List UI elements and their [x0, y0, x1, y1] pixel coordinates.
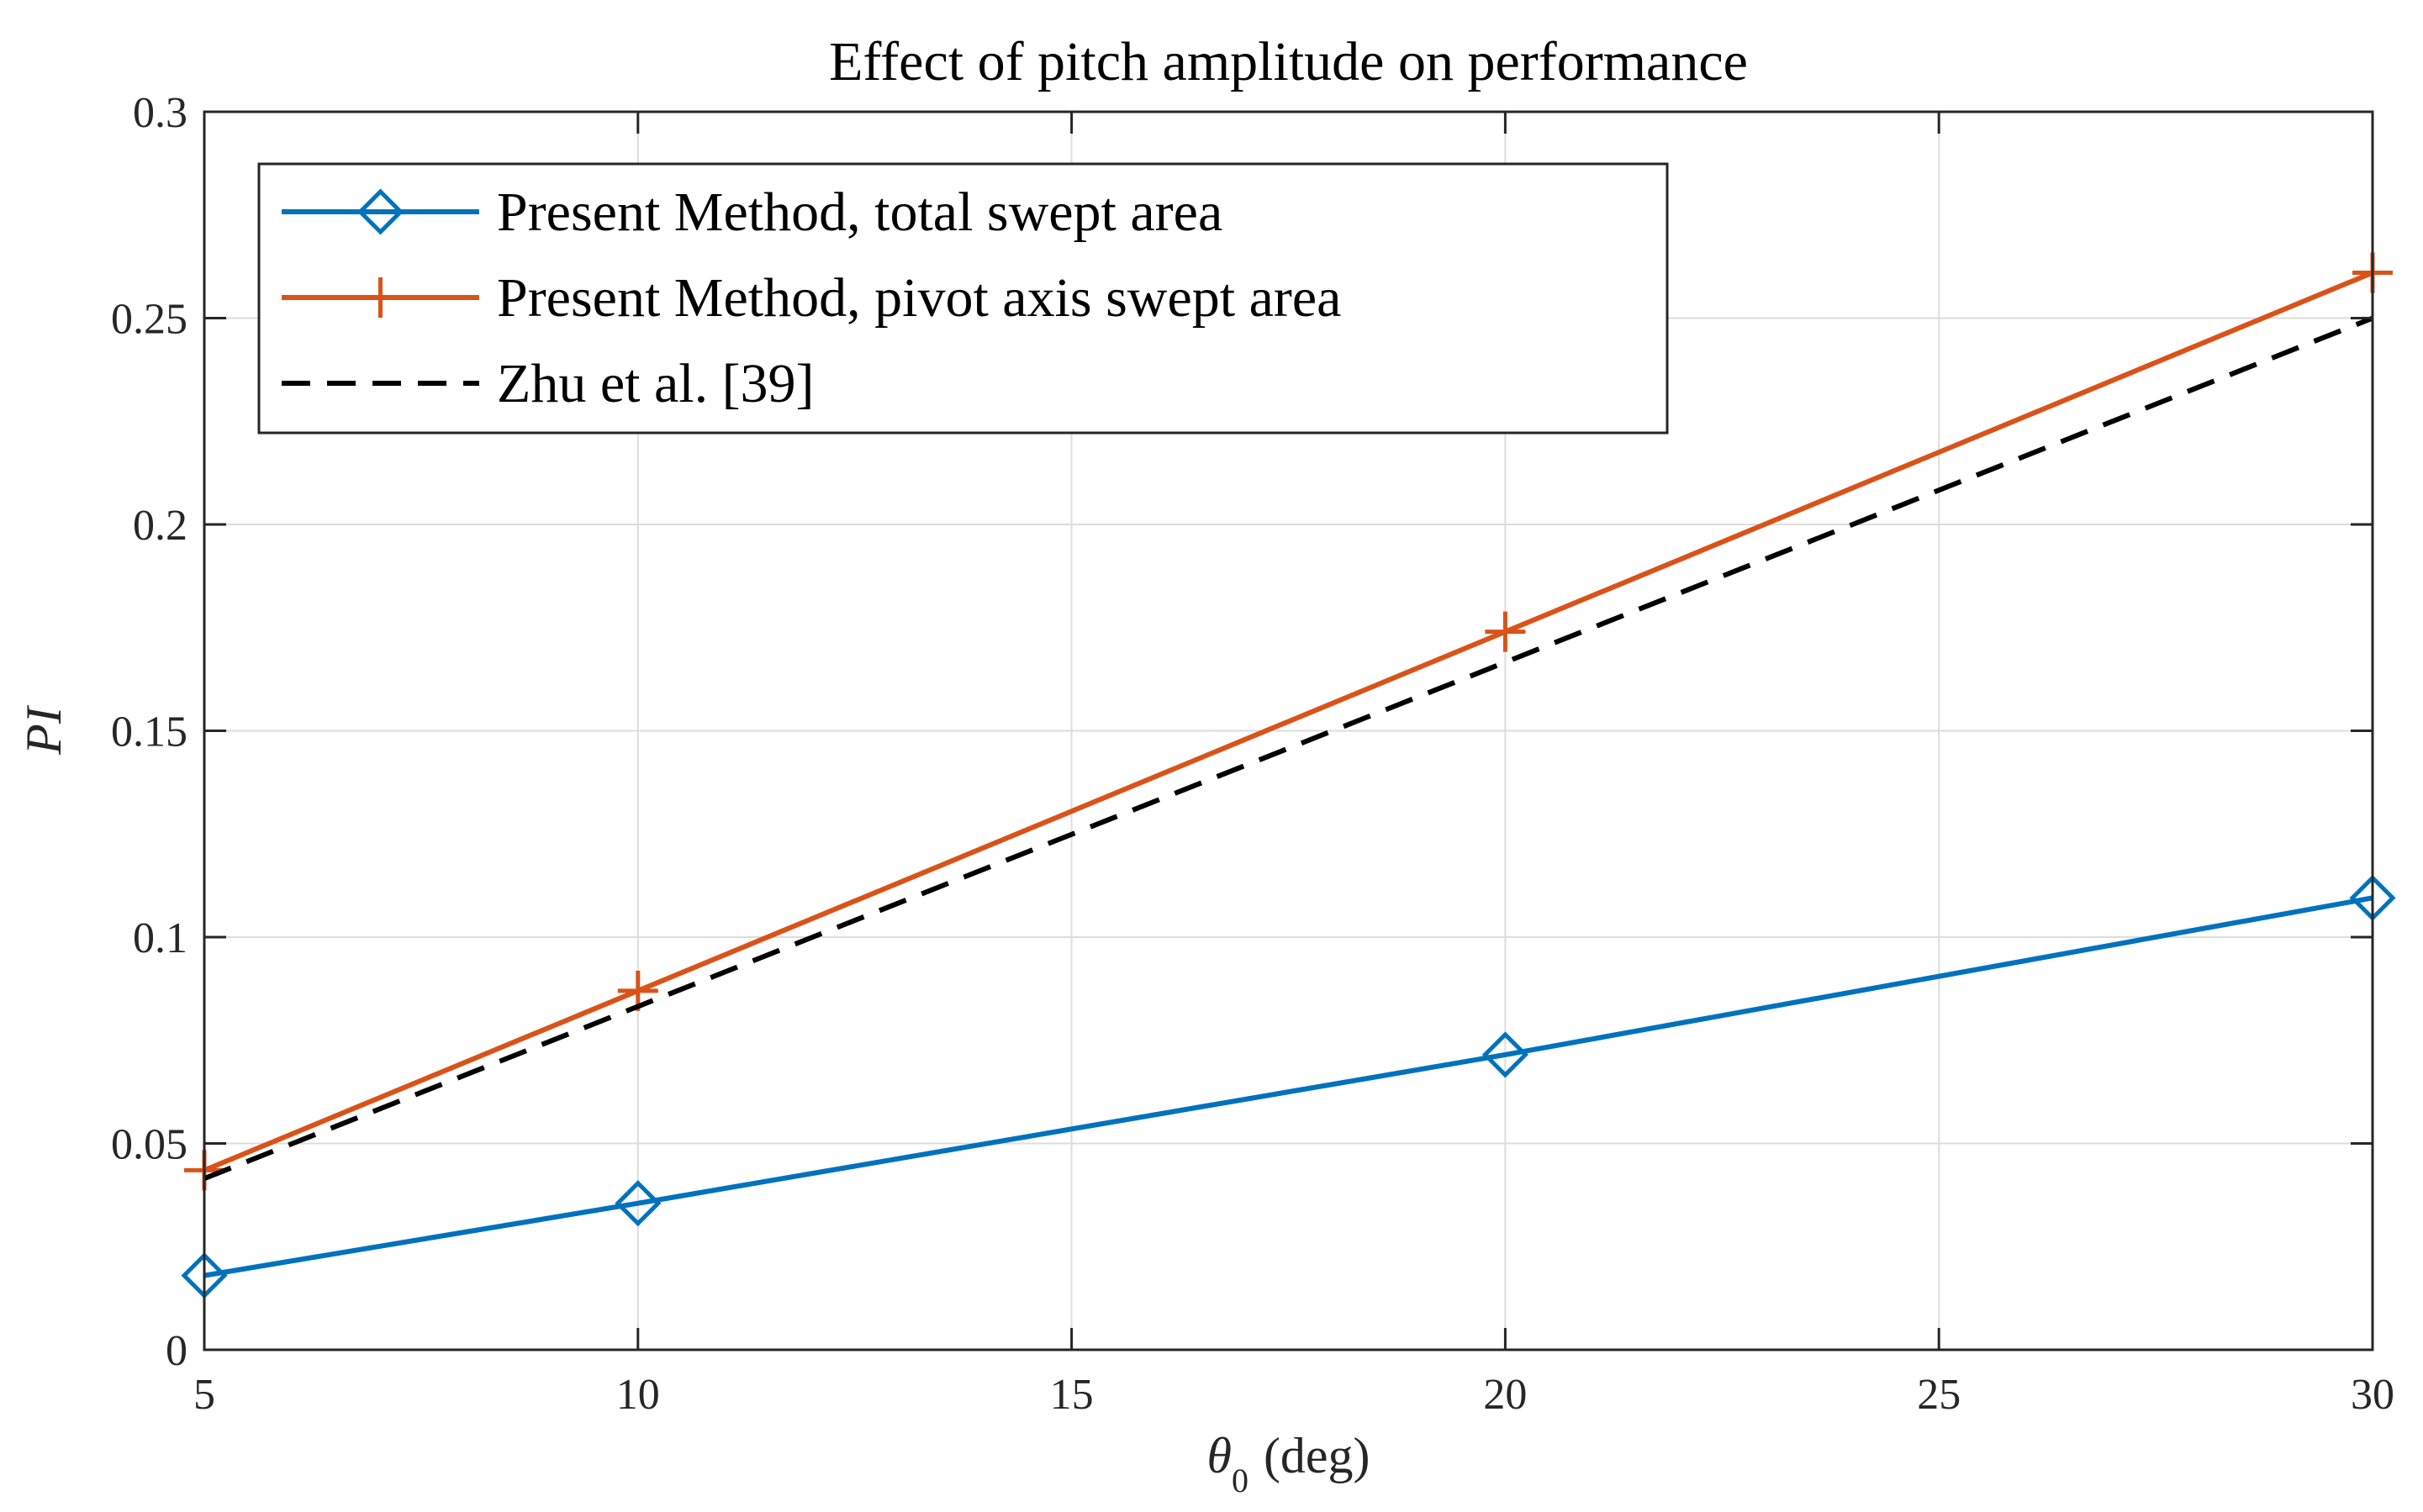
- plus-marker: [360, 277, 401, 318]
- legend-box: [257, 162, 1669, 435]
- series-line: [203, 895, 2373, 1278]
- legend-label: Present Method, total swept area: [497, 182, 1222, 243]
- y-tick-label: 0.25: [111, 296, 187, 344]
- y-tick-label: 0.3: [133, 89, 187, 137]
- plus-marker: [1485, 611, 1526, 652]
- diamond-marker: [615, 1180, 662, 1227]
- x-axis-label-symbol: θ: [1206, 1428, 1231, 1483]
- grid-layer: [204, 112, 2373, 1350]
- x-tick-label: 30: [2351, 1371, 2394, 1419]
- series-line: [203, 315, 2374, 1182]
- series-zhu-et-al-39: [203, 315, 2374, 1182]
- x-tick-label: 5: [193, 1371, 215, 1419]
- x-tick-label: 20: [1483, 1371, 1527, 1419]
- y-tick-label: 0.15: [111, 709, 187, 756]
- x-axis-label-subscript: 0: [1232, 1462, 1248, 1499]
- legend: Present Method, total swept area Present …: [257, 162, 1669, 435]
- diamond-marker: [1481, 1031, 1528, 1078]
- x-axis-label: θ0 (deg): [1206, 1428, 1370, 1499]
- chart-title: Effect of pitch amplitude on performance: [829, 31, 1748, 92]
- y-tick-label: 0.05: [111, 1121, 187, 1169]
- legend-label: Present Method, pivot axis swept area: [497, 267, 1341, 329]
- y-axis-label: PI: [16, 704, 71, 756]
- y-tick-label: 0: [166, 1327, 187, 1375]
- legend-label: Zhu et al. [39]: [497, 353, 815, 414]
- series-line: [203, 270, 2374, 1173]
- y-tick-label: 0.1: [133, 914, 187, 962]
- x-tick-label: 25: [1917, 1371, 1961, 1419]
- x-tick-label: 10: [616, 1371, 660, 1419]
- y-tick-label: 0.2: [133, 502, 187, 550]
- diamond-marker: [356, 188, 404, 235]
- x-axis-label-unit: (deg): [1264, 1428, 1370, 1483]
- tick-layer: 5 10 15 20 25 30 0 0.05 0.1 0.15 0.2 0.25 0.3: [111, 89, 2394, 1419]
- x-tick-label: 15: [1050, 1371, 1094, 1419]
